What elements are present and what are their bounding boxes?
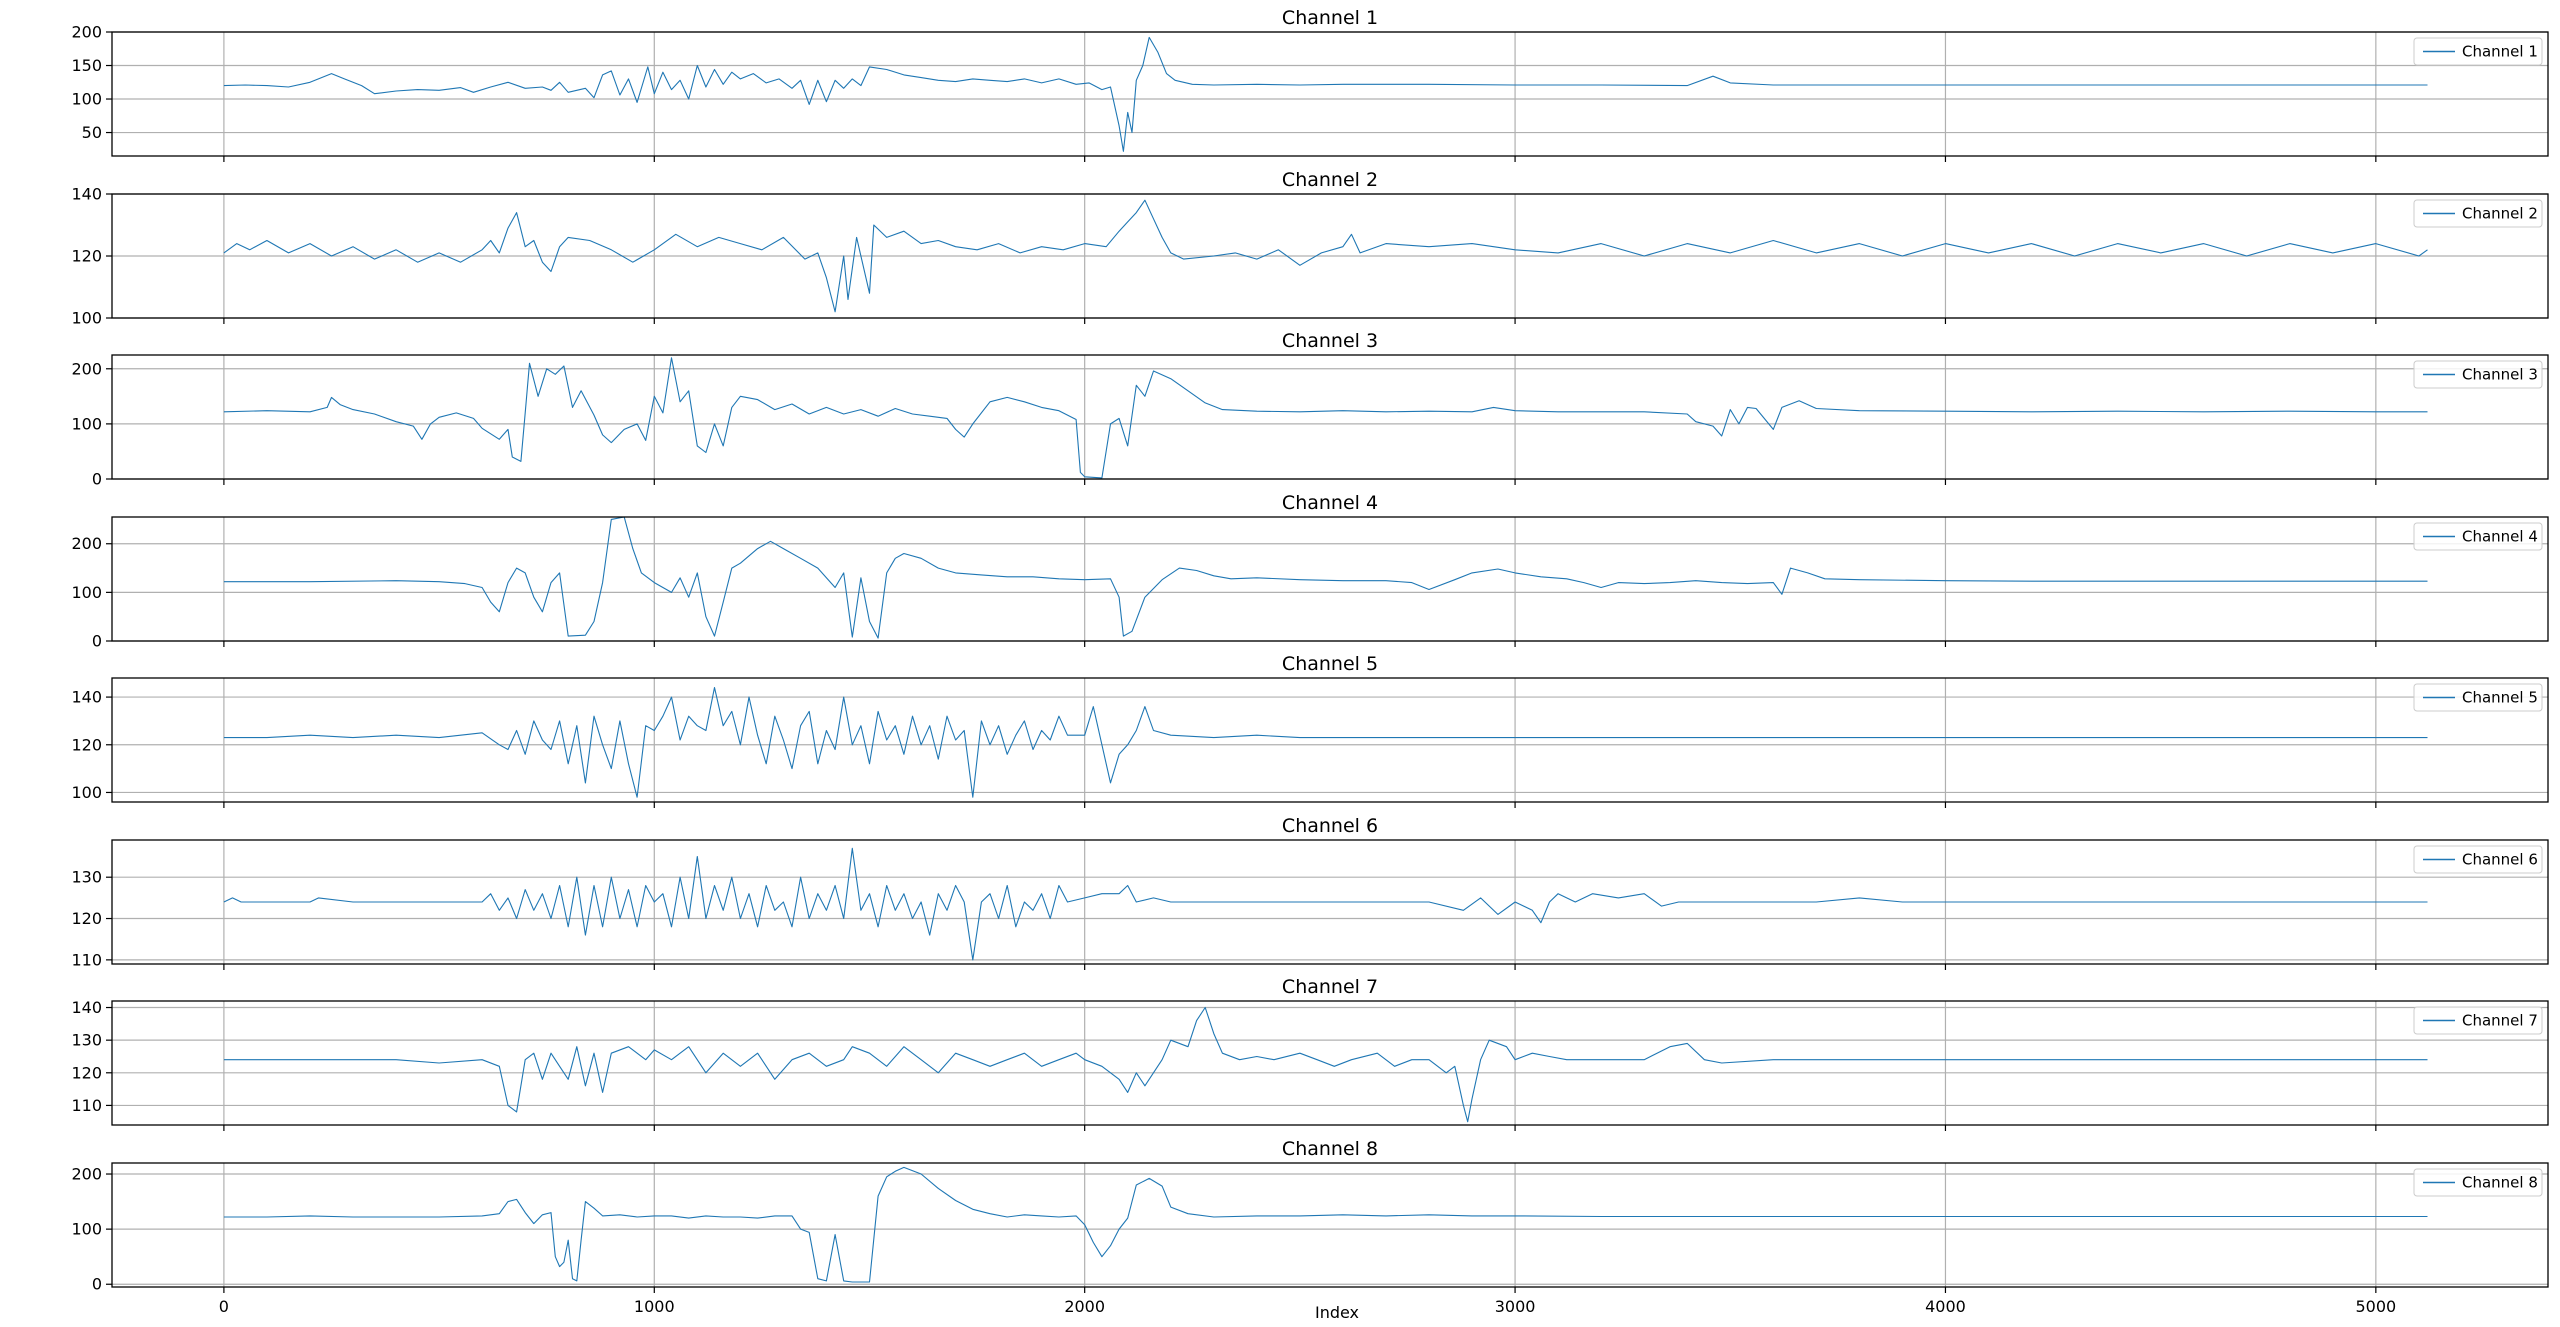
y-tick-label: 140 xyxy=(71,185,102,204)
y-tick-label: 0 xyxy=(92,632,102,651)
series-line-channel-6 xyxy=(223,847,2428,961)
plot-area xyxy=(112,1001,2548,1125)
subplot-2: 100 120 140 Channel 2 Channel 2 xyxy=(71,169,2549,328)
axes-frame xyxy=(111,677,2549,803)
y-tick-label: 140 xyxy=(71,688,102,707)
series-line-channel-8 xyxy=(223,1166,2428,1283)
plot-area xyxy=(112,517,2548,641)
legend-box xyxy=(2413,199,2543,228)
subplot-4: 0 100 200 Channel 4 Channel 4 xyxy=(71,492,2549,651)
y-tick-label: 110 xyxy=(71,950,102,969)
subplot-title: Channel 8 xyxy=(1282,1138,1378,1160)
y-tick-label: 120 xyxy=(71,247,102,266)
axes-frame xyxy=(111,31,2549,157)
axes-frame xyxy=(111,354,2549,480)
y-tick-label: 100 xyxy=(71,90,102,109)
y-tick-label: 100 xyxy=(71,414,102,433)
plot-area xyxy=(112,678,2548,802)
series-line-channel-1 xyxy=(223,36,2428,152)
subplot-6: 110 120 130 Channel 6 Channel 6 xyxy=(71,815,2549,970)
x-tick-label: 0 xyxy=(219,1297,229,1316)
x-tick-label: 4000 xyxy=(1925,1297,1966,1316)
y-tick-label: 130 xyxy=(71,1031,102,1050)
legend-label: Channel 4 xyxy=(2462,528,2538,546)
plot-area xyxy=(112,32,2548,156)
y-tick-label: 110 xyxy=(71,1096,102,1115)
legend-label: Channel 8 xyxy=(2462,1174,2538,1192)
legend-box xyxy=(2413,360,2543,389)
series-line-channel-4 xyxy=(223,516,2428,639)
axes-frame xyxy=(111,1000,2549,1126)
legend-box xyxy=(2413,37,2543,66)
y-tick-label: 100 xyxy=(71,1220,102,1239)
y-tick-label: 200 xyxy=(71,359,102,378)
subplot-5: 100 120 140 Channel 5 Channel 5 xyxy=(71,653,2549,808)
legend-label: Channel 2 xyxy=(2462,205,2538,223)
legend-box xyxy=(2413,1006,2543,1035)
subplot-title: Channel 3 xyxy=(1282,330,1378,352)
legend-box xyxy=(2413,522,2543,551)
legend-box xyxy=(2413,845,2543,874)
y-tick-label: 120 xyxy=(71,735,102,754)
series-line-channel-2 xyxy=(223,199,2428,313)
y-tick-label: 150 xyxy=(71,56,102,75)
plot-area xyxy=(112,355,2548,479)
subplot-title: Channel 2 xyxy=(1282,169,1378,191)
y-tick-label: 140 xyxy=(71,998,102,1017)
y-tick-label: 0 xyxy=(92,470,102,489)
subplot-7: 110 120 130 140 Channel 7 Channel 7 xyxy=(71,976,2549,1131)
legend-box xyxy=(2413,1168,2543,1197)
plot-area xyxy=(112,1163,2548,1287)
x-tick-label: 3000 xyxy=(1495,1297,1536,1316)
legend-label: Channel 3 xyxy=(2462,366,2538,384)
y-tick-label: 50 xyxy=(82,123,102,142)
axes-frame xyxy=(111,516,2549,642)
legend-box xyxy=(2413,683,2543,712)
subplot-title: Channel 4 xyxy=(1282,492,1378,514)
subplot-title: Channel 5 xyxy=(1282,653,1378,675)
y-tick-label: 130 xyxy=(71,868,102,887)
subplot-title: Channel 6 xyxy=(1282,815,1378,837)
y-tick-label: 200 xyxy=(71,23,102,42)
subplot-title: Channel 1 xyxy=(1282,7,1378,29)
legend-label: Channel 1 xyxy=(2462,43,2538,61)
x-tick-label: 1000 xyxy=(634,1297,675,1316)
legend-label: Channel 6 xyxy=(2462,851,2538,869)
subplot-8: 0 100 200 Channel 8 Channel 8 0 1000 2000 3000 40… xyxy=(71,1138,2549,1316)
y-tick-label: 0 xyxy=(92,1275,102,1294)
x-tick-label: 5000 xyxy=(2355,1297,2396,1316)
axes-frame xyxy=(111,839,2549,965)
y-tick-label: 120 xyxy=(71,909,102,928)
subplot-1: 50 100 150 200 Channel 1 Channel 1 xyxy=(71,7,2549,162)
subplot-title: Channel 7 xyxy=(1282,976,1378,998)
y-tick-label: 120 xyxy=(71,1063,102,1082)
legend-label: Channel 5 xyxy=(2462,689,2538,707)
x-tick-label: 2000 xyxy=(1064,1297,1105,1316)
axes-frame xyxy=(111,1162,2549,1288)
subplot-3: 0 100 200 Channel 3 Channel 3 xyxy=(71,330,2549,489)
series-line-channel-7 xyxy=(223,1006,2428,1123)
y-tick-label: 100 xyxy=(71,783,102,802)
y-tick-label: 200 xyxy=(71,1165,102,1184)
y-tick-label: 100 xyxy=(71,583,102,602)
subplots: 50 100 150 200 Channel 1 Channel 1 100 120 140 Ch… xyxy=(71,7,2549,1316)
y-tick-label: 100 xyxy=(71,309,102,328)
y-tick-label: 200 xyxy=(71,534,102,553)
series-line-channel-3 xyxy=(223,357,2428,479)
legend-label: Channel 7 xyxy=(2462,1012,2538,1030)
series-line-channel-5 xyxy=(223,686,2428,798)
x-axis-label: Index xyxy=(1315,1303,1359,1322)
